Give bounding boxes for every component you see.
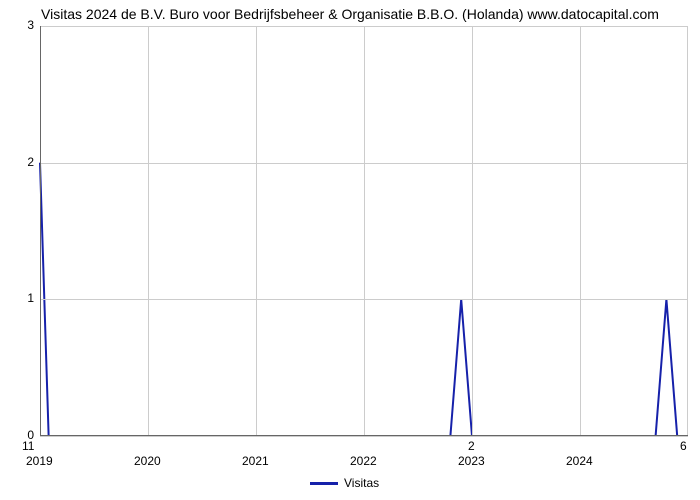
legend-label: Visitas: [344, 476, 379, 490]
x-tick-label: 2021: [242, 454, 269, 468]
legend-swatch: [310, 482, 338, 485]
x-tick-label: 2019: [26, 454, 53, 468]
gridline-vertical: [148, 26, 149, 436]
gridline-horizontal: [40, 299, 688, 300]
legend: Visitas: [310, 476, 379, 490]
gridline-vertical: [256, 26, 257, 436]
gridline-horizontal: [40, 26, 688, 27]
y-axis-line: [40, 26, 41, 436]
gridline-vertical: [364, 26, 365, 436]
chart-title: Visitas 2024 de B.V. Buro voor Bedrijfsb…: [0, 6, 700, 22]
x-tick-label: 2023: [458, 454, 485, 468]
plot-area: [40, 26, 688, 436]
x-tick-label: 2022: [350, 454, 377, 468]
extra-label: 2: [468, 439, 475, 453]
extra-label: 6: [680, 439, 687, 453]
gridline-vertical: [472, 26, 473, 436]
chart-container: Visitas 2024 de B.V. Buro voor Bedrijfsb…: [0, 0, 700, 500]
extra-label: 11: [22, 439, 34, 453]
y-tick-label: 1: [27, 291, 34, 305]
x-axis-line: [40, 435, 688, 436]
y-tick-label: 3: [27, 18, 34, 32]
y-tick-label: 2: [27, 155, 34, 169]
gridline-vertical: [580, 26, 581, 436]
gridline-horizontal: [40, 436, 688, 437]
x-tick-label: 2024: [566, 454, 593, 468]
x-tick-label: 2020: [134, 454, 161, 468]
gridline-vertical: [687, 26, 688, 436]
gridline-horizontal: [40, 163, 688, 164]
